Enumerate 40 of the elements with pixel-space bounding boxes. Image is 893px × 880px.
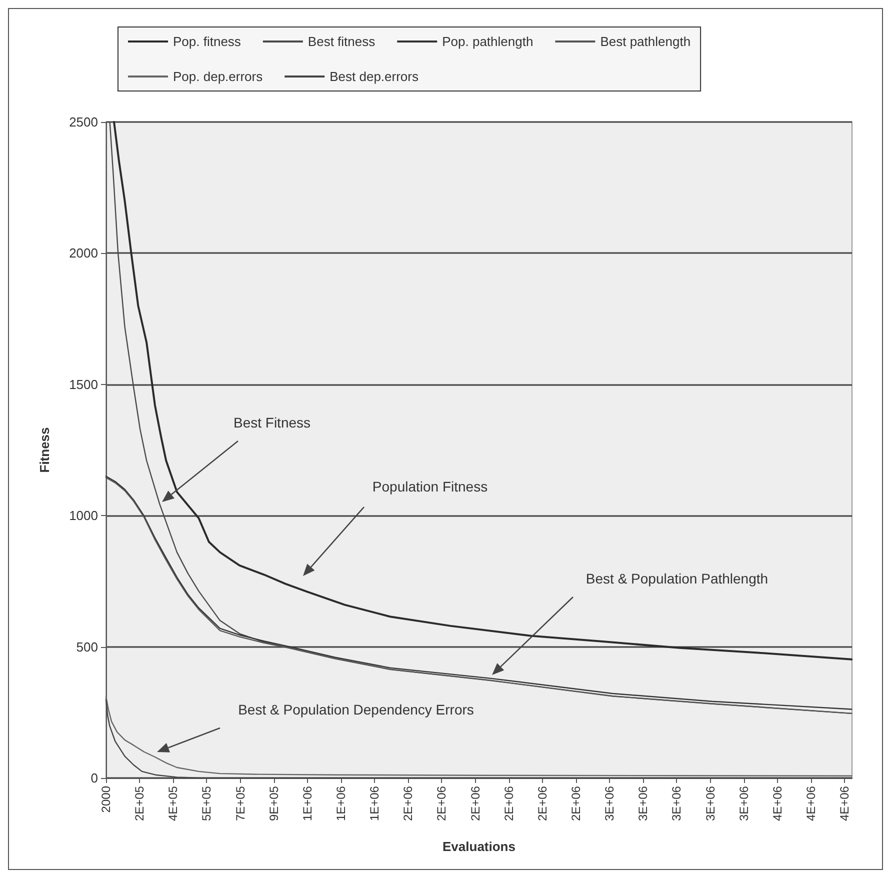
y-tick-label: 500 — [76, 639, 98, 654]
annotation: Population Fitness — [372, 478, 488, 495]
x-tick-label: 3E+06 — [736, 786, 751, 822]
x-tick-label: 3E+06 — [602, 786, 617, 822]
x-tick-label: 4E+06 — [838, 786, 852, 822]
x-tick-label: 1E+06 — [300, 786, 314, 822]
x-tick-label: 4E+06 — [770, 786, 784, 822]
y-tick-label: 1500 — [69, 376, 98, 392]
annotation: Best & Population Dependency Errors — [238, 702, 474, 718]
x-tick-label: 1E+06 — [334, 786, 348, 822]
x-tick-label: 3E+06 — [670, 786, 684, 822]
x-tick-label: 3E+06 — [703, 786, 718, 822]
legend-label: Pop. pathlength — [442, 34, 534, 49]
x-tick-label: 2E+06 — [468, 786, 482, 822]
x-tick-label: 2E+06 — [535, 786, 550, 822]
x-axis-title: Evaluations — [442, 839, 516, 854]
x-tick-label: 4E+06 — [804, 786, 818, 822]
y-tick-label: 1000 — [69, 508, 98, 524]
x-tick-label: 5E+05 — [200, 786, 214, 822]
annotation: Best & Population Pathlength — [586, 570, 768, 587]
x-tick-label: 9E+05 — [266, 786, 281, 822]
legend-label: Best pathlength — [600, 34, 691, 49]
legend-label: Best fitness — [308, 34, 376, 49]
x-tick-label: 2E+06 — [568, 786, 583, 822]
annotation: Best Fitness — [233, 414, 311, 431]
x-tick-label: 7E+05 — [233, 786, 248, 822]
y-tick-label: 2000 — [69, 246, 98, 261]
x-tick-label: 4E+05 — [166, 786, 180, 822]
legend-label: Best dep.errors — [330, 69, 419, 84]
x-tick-label: 2E+06 — [434, 786, 449, 822]
x-tick-label: 2E+06 — [502, 786, 516, 822]
x-tick-label: 2E+05 — [132, 786, 147, 822]
legend-label: Pop. fitness — [173, 34, 242, 49]
y-tick-label: 0 — [90, 770, 98, 786]
x-tick-label: 3E+06 — [636, 786, 650, 822]
x-tick-label: 2E+06 — [401, 786, 416, 822]
y-axis-title: Fitness — [37, 427, 52, 473]
x-tick-label: 1E+06 — [368, 786, 382, 822]
legend-label: Pop. dep.errors — [173, 69, 264, 84]
y-tick-label: 2500 — [69, 114, 98, 130]
